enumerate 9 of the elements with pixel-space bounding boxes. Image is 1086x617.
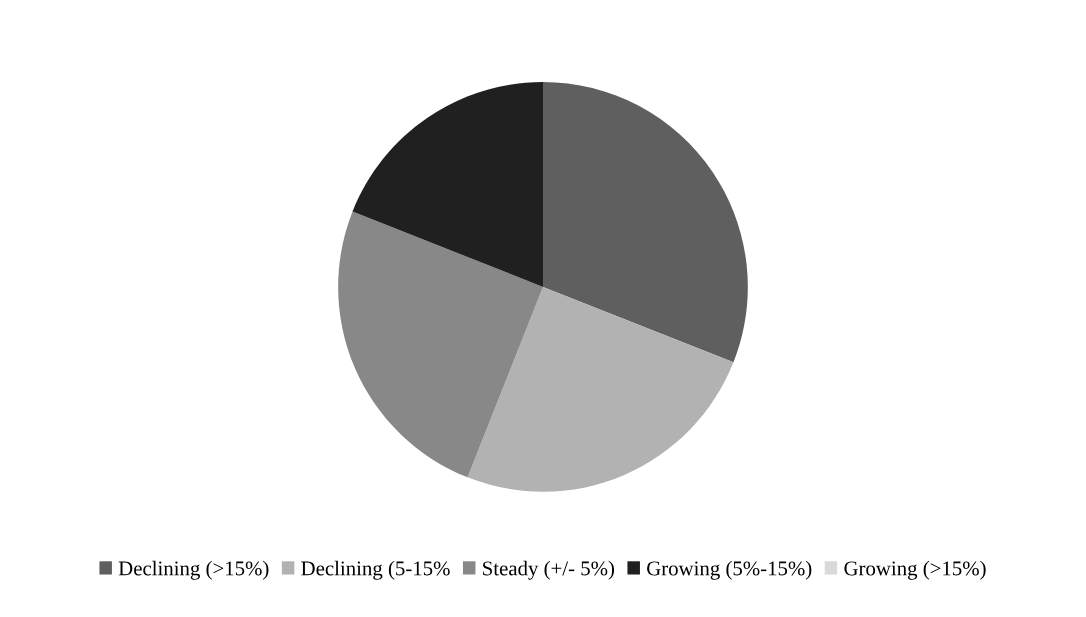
legend-label: Steady (+/- 5%) [483,560,615,580]
pie-slice [352,82,543,287]
legend-label: Growing (5%-15%) [647,560,812,580]
pie-slice [543,82,748,363]
legend-label: Declining (5-15% [301,560,450,580]
legend-label: Declining (>15%) [118,560,269,580]
legend-label: Growing (>15%) [844,560,986,580]
pie-slice [338,211,543,478]
pie-slice [467,286,734,492]
